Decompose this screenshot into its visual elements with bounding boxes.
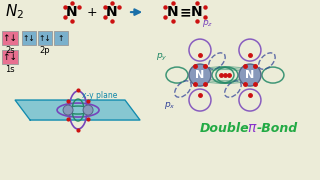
Circle shape: [83, 105, 93, 115]
FancyBboxPatch shape: [54, 31, 68, 45]
Text: x-y plane: x-y plane: [82, 91, 118, 100]
Text: ↑: ↑: [58, 34, 64, 43]
Text: N: N: [167, 5, 179, 19]
Text: ↑↓: ↑↓: [23, 34, 36, 43]
Text: $N_2$: $N_2$: [4, 3, 24, 21]
FancyBboxPatch shape: [22, 31, 36, 45]
Text: π: π: [247, 121, 255, 135]
Text: N: N: [245, 70, 255, 80]
Text: N: N: [195, 70, 204, 80]
FancyBboxPatch shape: [38, 31, 52, 45]
Text: N: N: [191, 5, 203, 19]
Text: 2s: 2s: [5, 46, 15, 55]
Text: ≡: ≡: [179, 5, 191, 19]
Text: $p_y$: $p_y$: [156, 51, 168, 63]
Text: N: N: [106, 5, 118, 19]
Text: 1s: 1s: [5, 65, 15, 74]
FancyBboxPatch shape: [2, 31, 18, 45]
Text: 2p: 2p: [40, 46, 50, 55]
Text: N: N: [66, 5, 78, 19]
FancyBboxPatch shape: [2, 50, 18, 64]
Text: -Bond: -Bond: [257, 122, 298, 134]
Text: ↑↓: ↑↓: [3, 53, 18, 62]
Polygon shape: [15, 100, 140, 120]
Text: $p_z$: $p_z$: [202, 18, 213, 29]
Text: ↑↓: ↑↓: [3, 34, 18, 43]
Circle shape: [63, 105, 73, 115]
Text: $p_x$: $p_x$: [164, 100, 176, 111]
Circle shape: [239, 64, 261, 86]
Circle shape: [189, 64, 211, 86]
Text: ↑↓: ↑↓: [39, 34, 52, 43]
Text: Double: Double: [200, 122, 250, 134]
Text: +: +: [87, 6, 97, 19]
